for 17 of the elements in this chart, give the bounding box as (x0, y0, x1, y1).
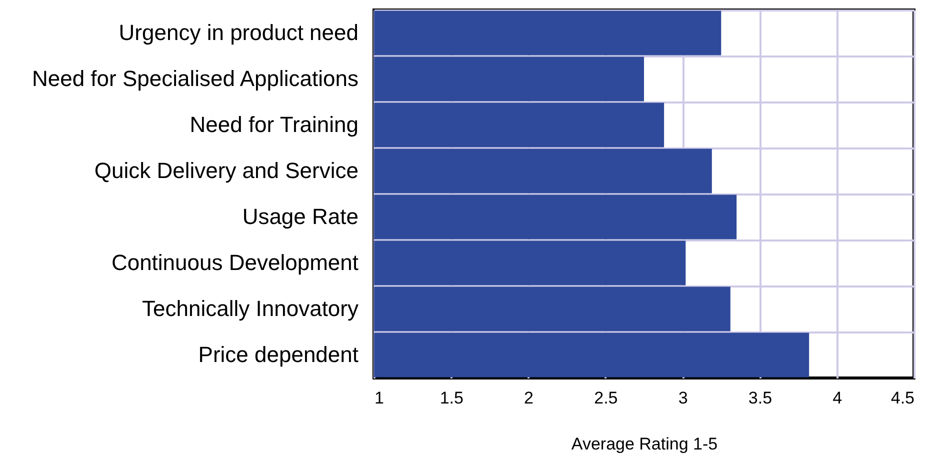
y-tick-label: Need for Specialised Applications (32, 66, 358, 91)
y-tick-label: Continuous Development (111, 250, 358, 275)
x-tick-label: 4.5 (890, 388, 914, 408)
y-tick-label: Quick Delivery and Service (94, 158, 358, 183)
y-tick-label: Need for Training (190, 112, 358, 137)
y-tick-label: Usage Rate (242, 204, 358, 229)
x-tick-label: 1 (374, 388, 384, 408)
x-tick-label: 4 (832, 388, 842, 408)
x-tick-label: 2 (524, 388, 534, 408)
y-tick-label: Price dependent (198, 342, 358, 367)
y-tick-label: Urgency in product need (118, 20, 358, 45)
x-tick-label: 1.5 (440, 388, 464, 408)
y-tick-label: Technically Innovatory (142, 296, 358, 321)
x-axis-title: Average Rating 1-5 (571, 434, 718, 454)
x-tick-label: 2.5 (594, 388, 618, 408)
x-tick-label: 3.5 (748, 388, 772, 408)
x-tick-label: 3 (678, 388, 688, 408)
